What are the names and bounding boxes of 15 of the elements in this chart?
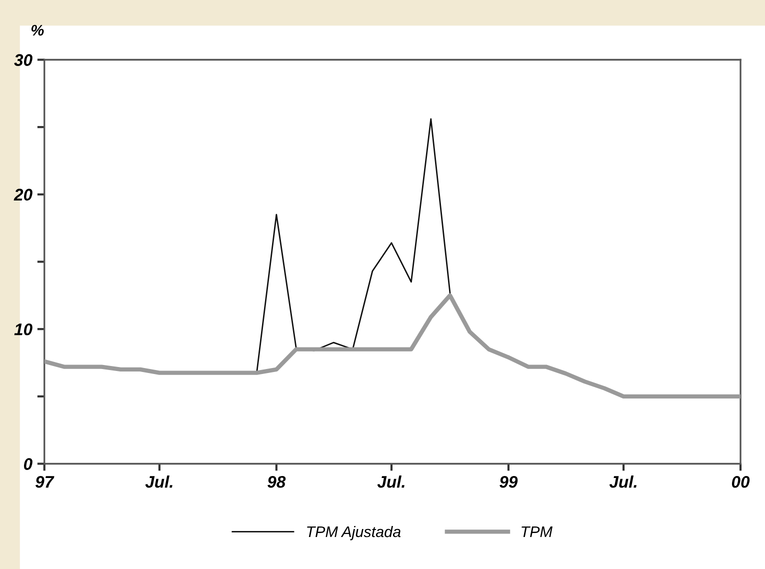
y-tick-label: 0 xyxy=(24,458,32,470)
y-tick-label: 20 xyxy=(14,188,32,201)
legend-label: TPM xyxy=(522,526,553,538)
x-tick-label: Jul. xyxy=(609,476,636,488)
y-tick-label: 30 xyxy=(14,54,32,66)
line-series xyxy=(44,293,741,398)
x-tick-label: Jul. xyxy=(377,476,404,488)
x-tick-label: 98 xyxy=(268,476,286,488)
legend-label: TPM Ajustada xyxy=(307,526,401,540)
x-tick-label: 99 xyxy=(500,476,518,488)
y-axis-title: % xyxy=(31,24,44,36)
y-tick-label: 10 xyxy=(14,323,32,336)
x-tick-label: Jul. xyxy=(145,476,172,488)
x-tick-label: 00 xyxy=(732,476,750,488)
x-tick-label: 97 xyxy=(35,476,54,488)
